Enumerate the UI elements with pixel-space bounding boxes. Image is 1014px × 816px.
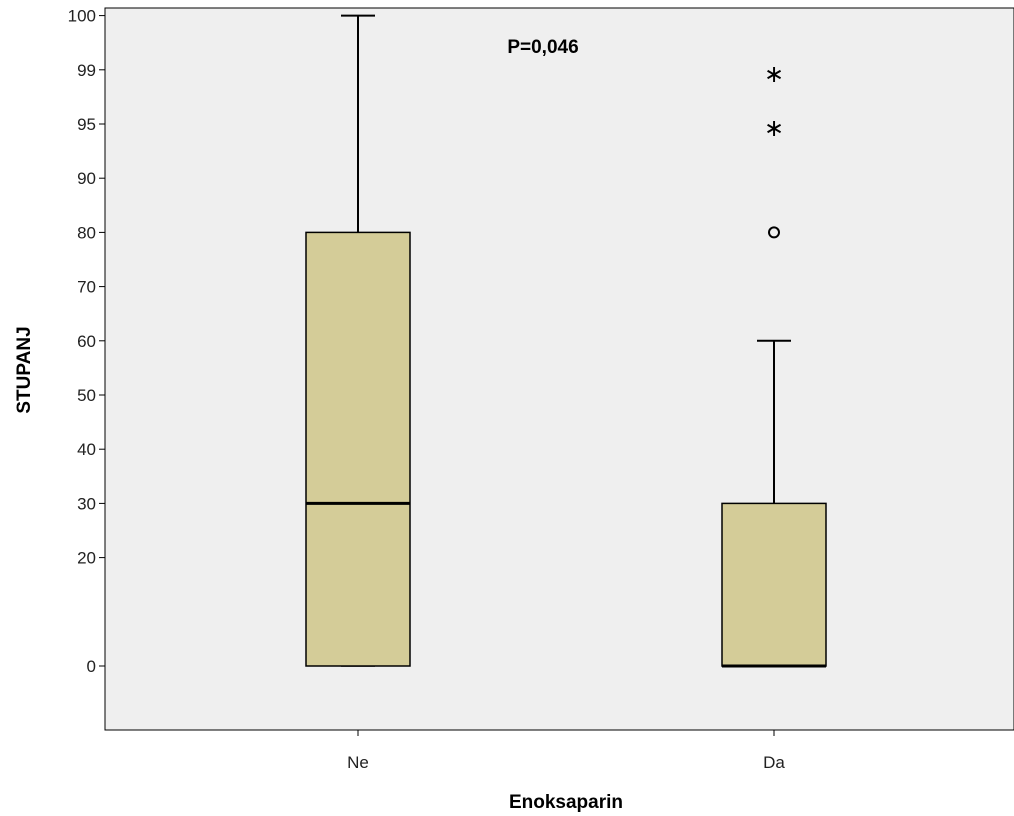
iqr-box xyxy=(305,231,411,667)
x-tick-label-ne: Ne xyxy=(347,753,369,772)
y-tick-label: 20 xyxy=(77,549,96,568)
y-tick-label: 30 xyxy=(77,494,96,513)
x-tick-label-da: Da xyxy=(763,753,785,772)
y-axis: 0 20 30 40 50 60 70 80 90 95 99 100 xyxy=(68,7,105,676)
box-ne xyxy=(305,14,411,667)
y-tick-label: 60 xyxy=(77,332,96,351)
y-tick-label: 100 xyxy=(68,7,96,26)
y-tick-label: 99 xyxy=(77,61,96,80)
y-tick-label: 50 xyxy=(77,386,96,405)
y-tick-label: 95 xyxy=(77,115,96,134)
y-tick-label: 70 xyxy=(77,278,96,297)
x-axis-title: Enoksaparin xyxy=(509,792,623,813)
x-axis: Ne Da xyxy=(347,730,785,772)
y-tick-label: 0 xyxy=(87,657,96,676)
extreme-point: ∗ xyxy=(764,60,784,88)
y-tick-label: 80 xyxy=(77,223,96,242)
plot-area xyxy=(104,7,1014,731)
p-value-annotation: P=0,046 xyxy=(507,37,578,58)
boxes-layer: ∗∗ xyxy=(305,14,827,668)
y-tick-label: 40 xyxy=(77,440,96,459)
box-da: ∗∗ xyxy=(721,60,827,668)
extreme-point: ∗ xyxy=(764,114,784,142)
iqr-box xyxy=(721,502,827,667)
y-axis-title: STUPANJ xyxy=(14,326,35,413)
y-tick-label: 90 xyxy=(77,169,96,188)
outlier-point xyxy=(768,226,780,239)
